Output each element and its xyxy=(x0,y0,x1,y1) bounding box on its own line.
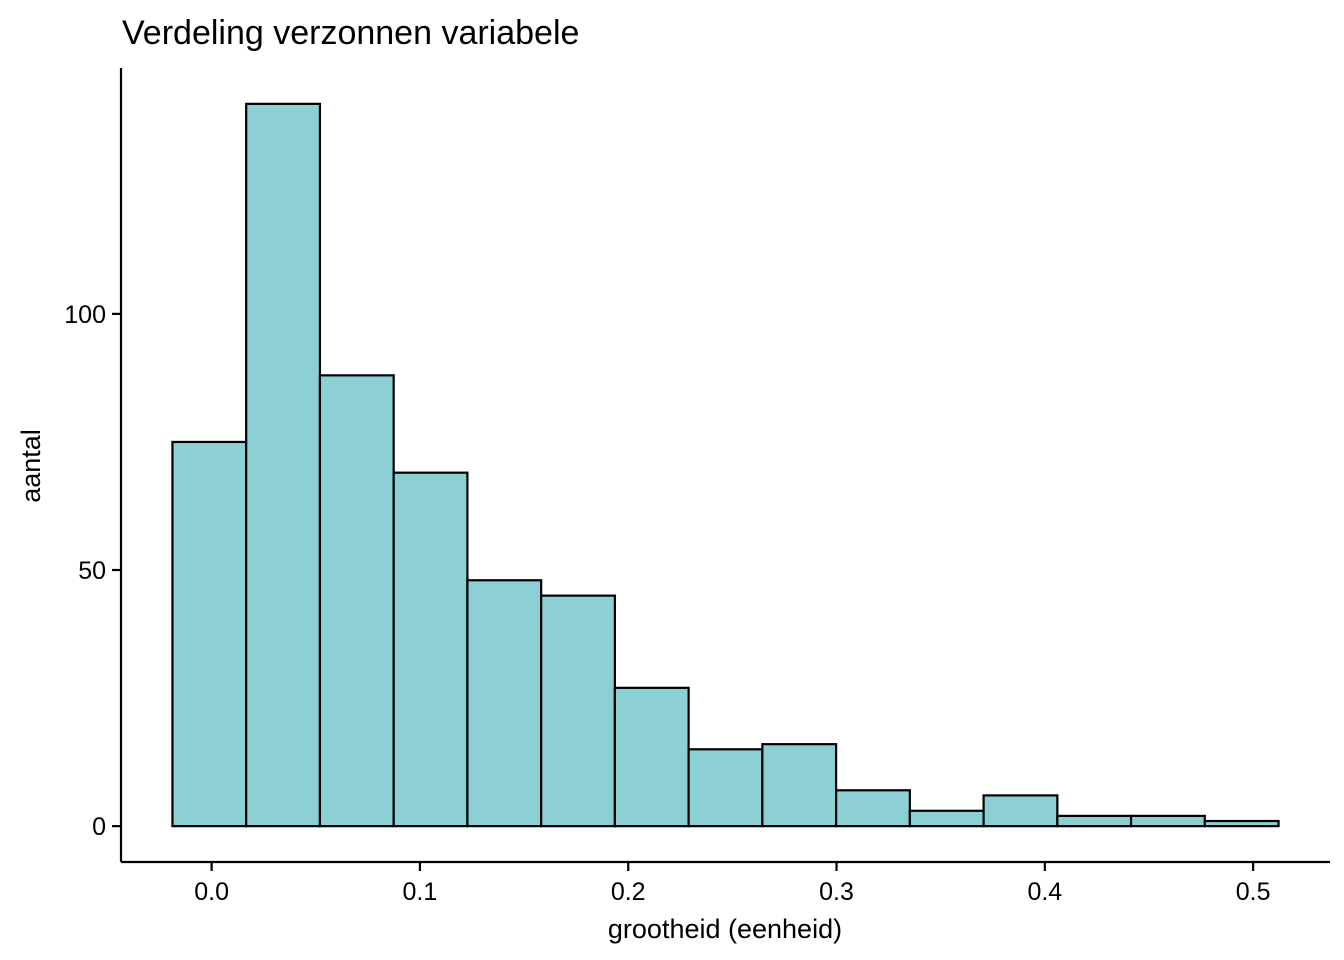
x-tick-label: 0.5 xyxy=(1236,878,1271,906)
histogram-bar xyxy=(1129,814,1206,828)
histogram-bar xyxy=(761,743,838,828)
x-tick-label: 0.2 xyxy=(611,878,646,906)
bars-group xyxy=(171,102,1280,828)
histogram-bar xyxy=(318,374,395,828)
x-tick-label: 0.0 xyxy=(194,878,229,906)
y-ticks-group: 0 50 100 xyxy=(64,301,121,841)
histogram-bar xyxy=(171,440,248,828)
x-tick-label: 0.4 xyxy=(1027,878,1062,906)
histogram-bar xyxy=(1203,819,1280,828)
histogram-bar xyxy=(687,748,764,828)
histogram-bar xyxy=(908,809,985,828)
histogram-bar xyxy=(245,102,322,828)
x-ticks-group: 0.0 0.1 0.2 0.3 0.4 0.5 xyxy=(194,862,1271,906)
histogram-bar xyxy=(835,789,911,828)
histogram-bar xyxy=(982,794,1059,828)
histogram-bar xyxy=(392,471,469,828)
x-tick-label: 0.3 xyxy=(819,878,854,906)
y-axis-title: aantal xyxy=(16,429,46,503)
histogram-bar xyxy=(466,579,543,828)
x-tick-label: 0.1 xyxy=(403,878,438,906)
histogram-bar xyxy=(1056,814,1133,828)
y-tick-label: 0 xyxy=(92,813,106,841)
histogram-bar xyxy=(540,594,616,828)
histogram-bar xyxy=(613,686,690,828)
y-tick-label: 50 xyxy=(78,557,106,585)
x-axis-title: grootheid (eenheid) xyxy=(608,914,842,944)
y-tick-label: 100 xyxy=(64,301,106,329)
chart-title: Verdeling verzonnen variabele xyxy=(122,14,579,52)
